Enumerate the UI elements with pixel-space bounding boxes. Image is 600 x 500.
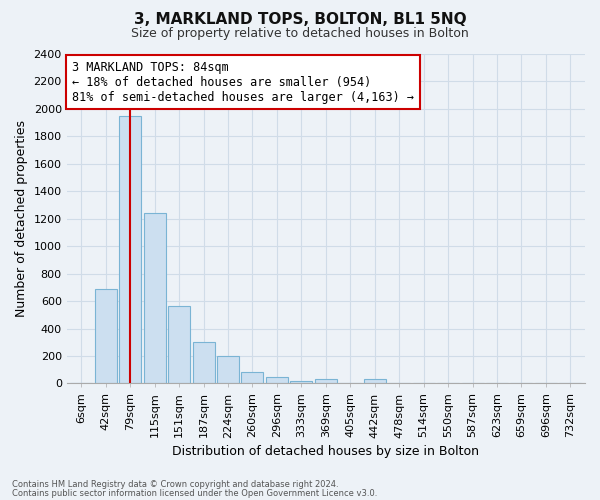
Bar [315,378,337,384]
Text: 3, MARKLAND TOPS, BOLTON, BL1 5NQ: 3, MARKLAND TOPS, BOLTON, BL1 5NQ [134,12,466,28]
Bar [241,372,263,384]
Text: Contains HM Land Registry data © Crown copyright and database right 2024.: Contains HM Land Registry data © Crown c… [12,480,338,489]
Text: 3 MARKLAND TOPS: 84sqm
← 18% of detached houses are smaller (954)
81% of semi-de: 3 MARKLAND TOPS: 84sqm ← 18% of detached… [72,60,414,104]
Bar [290,381,313,384]
Text: Contains public sector information licensed under the Open Government Licence v3: Contains public sector information licen… [12,488,377,498]
Bar [193,342,215,384]
Bar [266,377,288,384]
Bar [217,356,239,384]
Bar [95,288,117,384]
X-axis label: Distribution of detached houses by size in Bolton: Distribution of detached houses by size … [172,444,479,458]
Bar [119,116,141,384]
Y-axis label: Number of detached properties: Number of detached properties [15,120,28,317]
Bar [168,306,190,384]
Bar [339,382,361,384]
Bar [364,380,386,384]
Text: Size of property relative to detached houses in Bolton: Size of property relative to detached ho… [131,28,469,40]
Bar [143,213,166,384]
